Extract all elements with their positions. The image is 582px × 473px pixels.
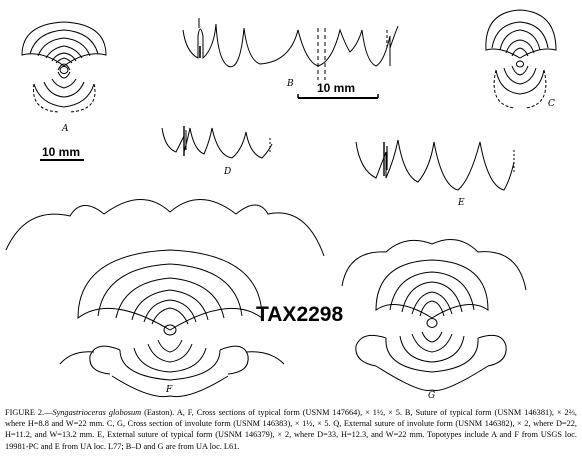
panel-a-cross-section	[21, 21, 107, 113]
caption-species-name: Syngastrioceras globosum	[52, 408, 142, 417]
scale-bar-right-label: 10 mm	[317, 81, 355, 95]
panel-d-suture	[161, 126, 273, 159]
panel-b-suture	[182, 18, 399, 80]
panel-f-label: F	[165, 385, 173, 395]
panel-d-label: D	[223, 167, 231, 177]
panel-f-cross-section	[5, 199, 325, 398]
caption-dash: —	[44, 408, 53, 417]
figure-caption: FIGURE 2.—Syngastrioceras globosum (East…	[5, 407, 577, 467]
panel-b-label: B	[286, 79, 294, 89]
scale-bar-left-label: 10 mm	[42, 145, 80, 159]
caption-figure-number: FIGURE 2.	[5, 408, 45, 417]
panel-a-label: A	[61, 124, 69, 134]
panel-c-label: C	[548, 99, 555, 109]
panel-e-suture	[355, 139, 515, 191]
caption-text: (Easton). A, F, Cross sections of typica…	[5, 408, 577, 451]
figure-plate: A 10 mm B 10 mm	[5, 9, 557, 400]
panel-c-cross-section	[485, 9, 557, 109]
panel-g-label: G	[428, 391, 435, 400]
panel-g-cross-section	[341, 239, 527, 391]
watermark: TAX2298	[256, 303, 343, 326]
panel-e-label: E	[457, 198, 465, 208]
